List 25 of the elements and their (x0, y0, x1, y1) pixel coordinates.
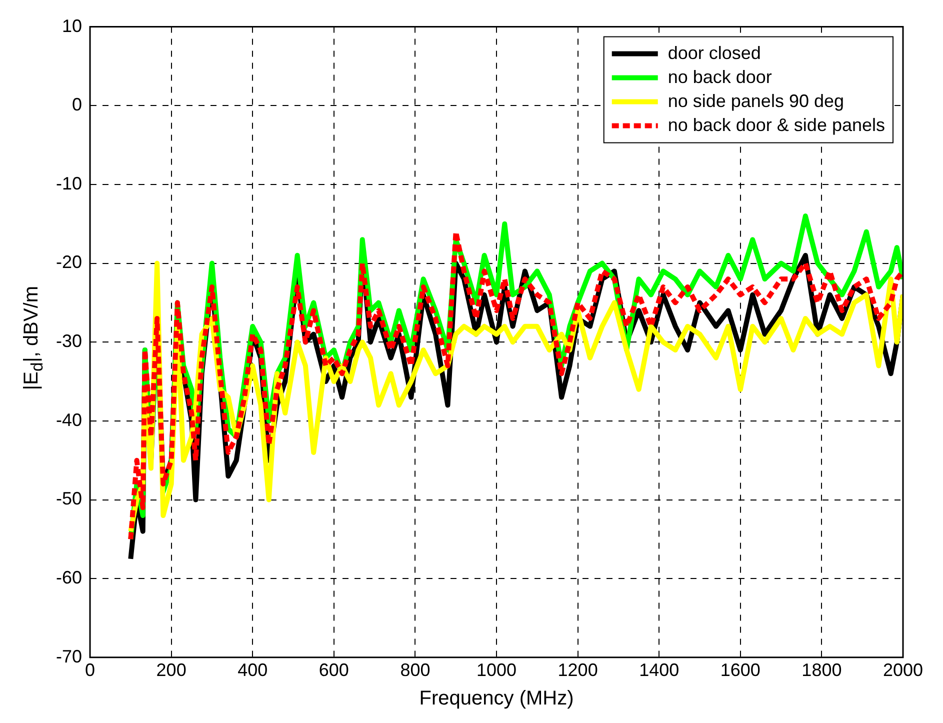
x-tick-label: 0 (85, 660, 96, 680)
x-tick-label: 1000 (476, 660, 517, 680)
legend-label: no back door & side panels (668, 114, 886, 135)
y-tick-label: -70 (56, 646, 82, 666)
x-tick-label: 1400 (639, 660, 680, 680)
y-tick-label: 0 (72, 94, 82, 115)
x-tick-label: 1200 (558, 660, 598, 680)
x-tick-label: 400 (238, 660, 268, 680)
legend-label: door closed (668, 42, 761, 63)
y-tick-label: -50 (56, 488, 82, 509)
x-axis-title: Frequency (MHz) (419, 688, 574, 710)
y-tick-label: -40 (56, 410, 82, 430)
x-tick-label: 1600 (720, 660, 760, 680)
legend-label: no back door (668, 66, 772, 87)
y-tick-label: -60 (56, 568, 82, 588)
x-tick-label: 200 (156, 660, 186, 680)
x-tick-label: 1800 (802, 660, 842, 680)
x-tick-label: 800 (400, 660, 430, 680)
y-tick-label: -30 (56, 331, 82, 352)
y-tick-label: -10 (56, 173, 82, 194)
x-tick-label: 2000 (882, 660, 924, 680)
y-tick-label: -20 (56, 252, 82, 272)
x-tick-label: 600 (318, 660, 349, 680)
legend-label: no side panels 90 deg (668, 90, 844, 111)
y-tick-label: 10 (62, 16, 82, 36)
